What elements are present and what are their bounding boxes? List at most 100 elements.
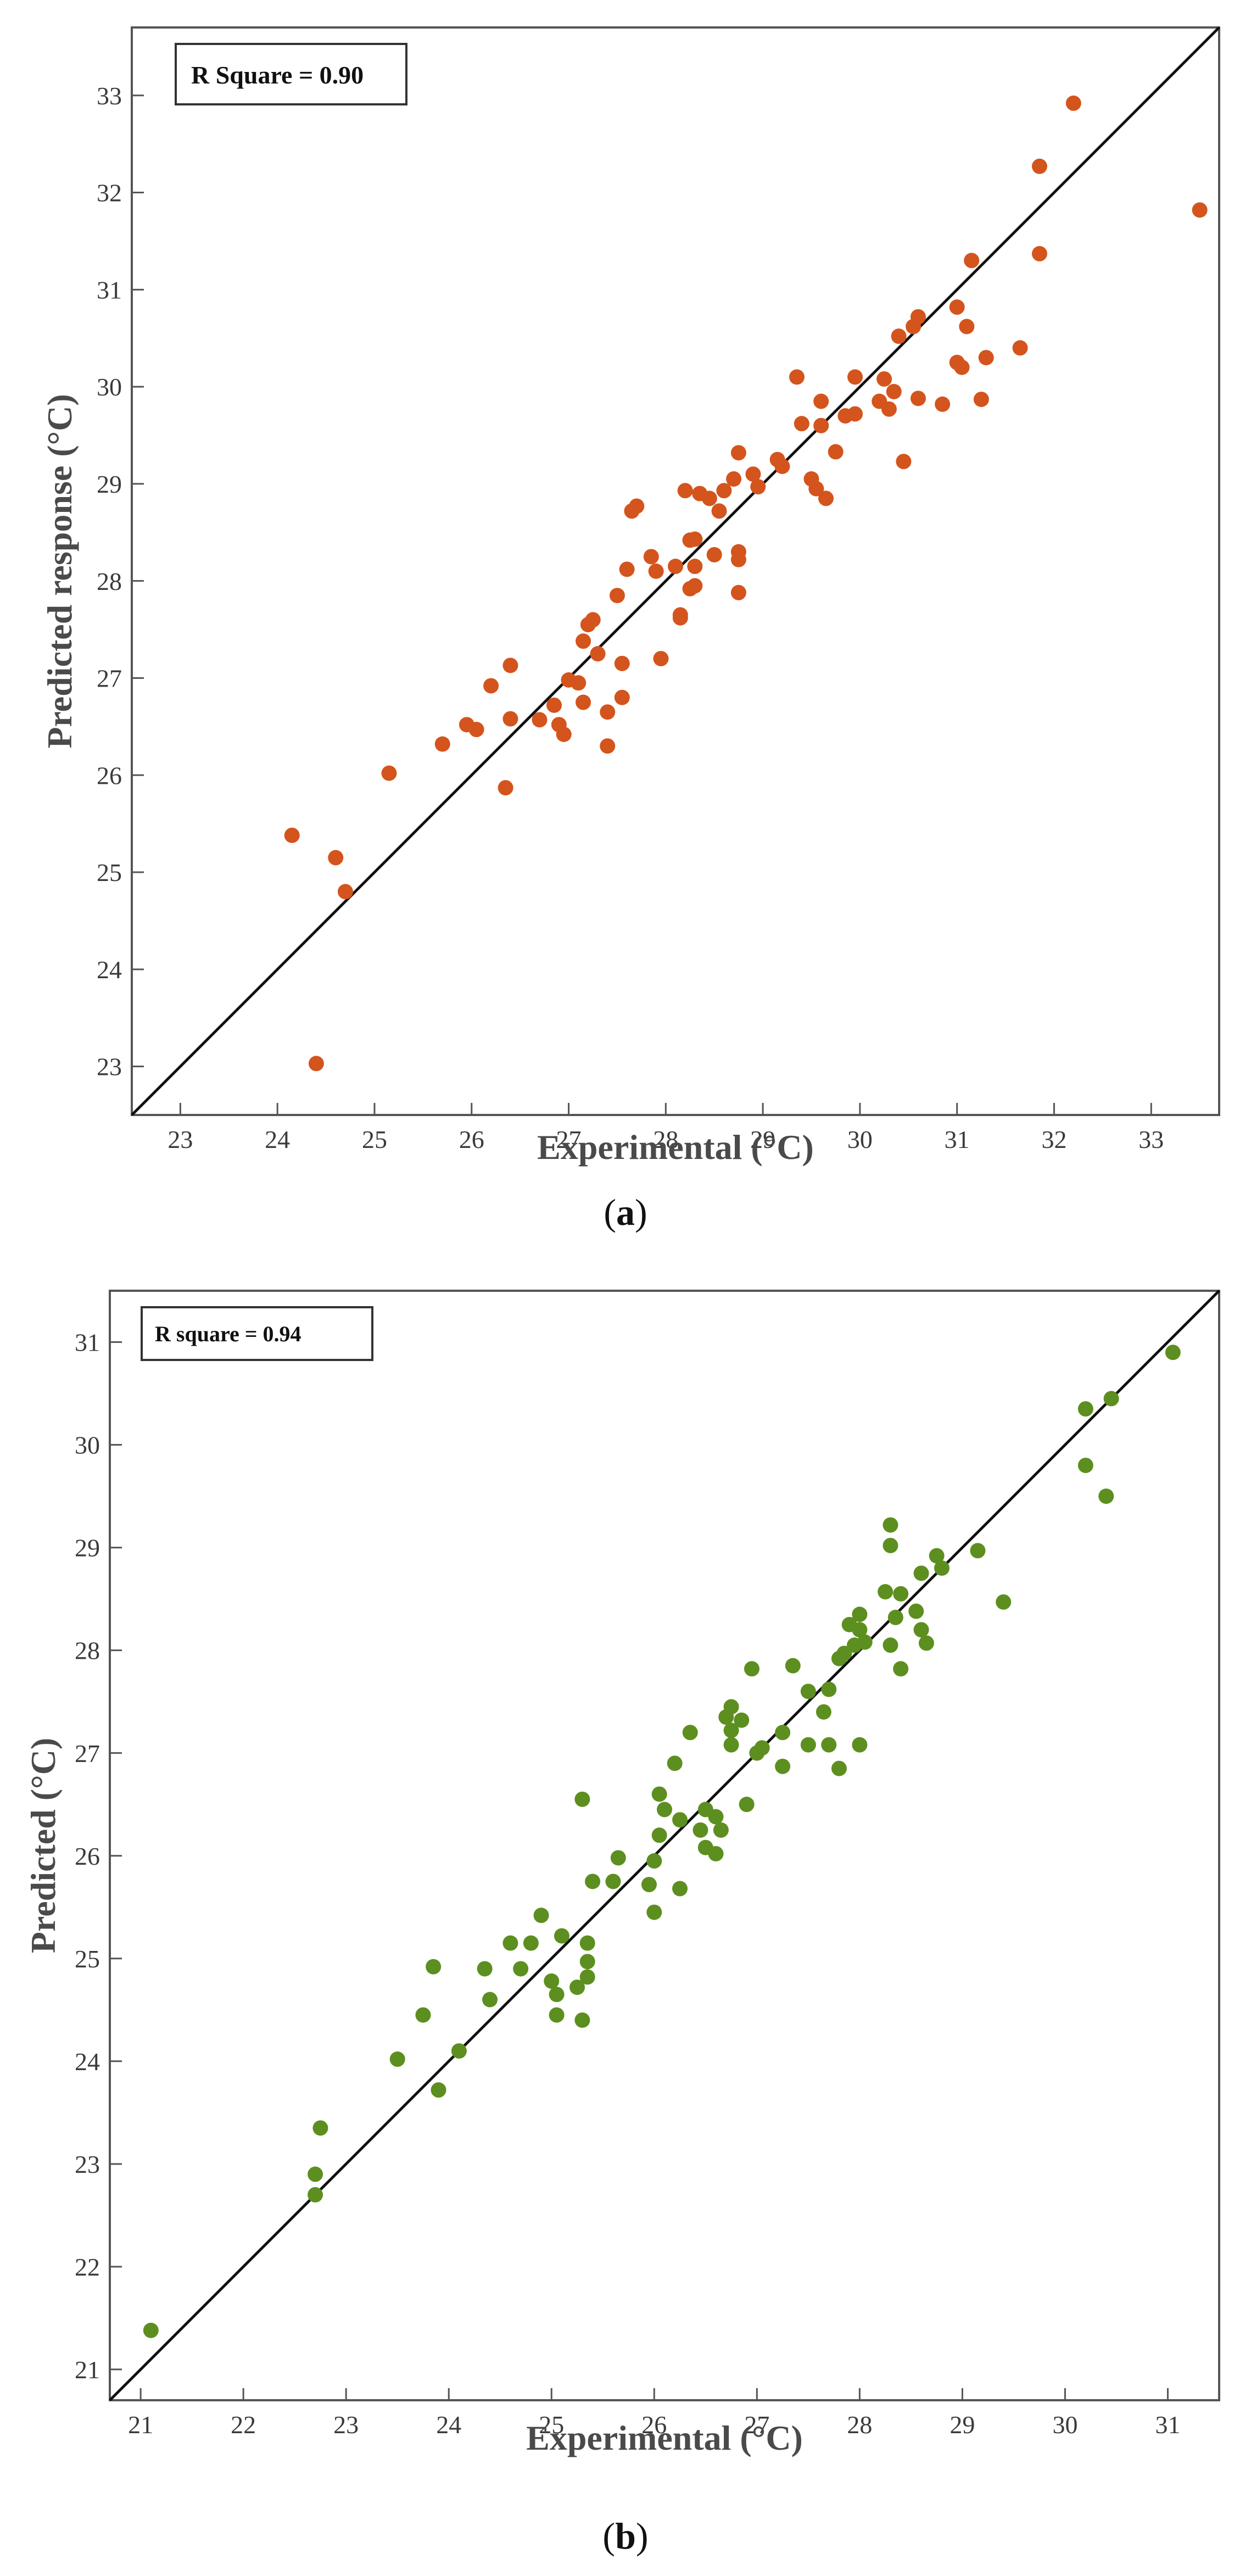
- data-point: [482, 1992, 498, 2008]
- data-point: [477, 1961, 493, 1977]
- data-point: [883, 1517, 898, 1533]
- y-tick-label: 24: [75, 2048, 100, 2076]
- data-point: [513, 1961, 529, 1977]
- data-point: [1165, 1345, 1181, 1361]
- data-point: [653, 651, 669, 667]
- data-point: [687, 578, 703, 594]
- data-point: [887, 1609, 903, 1625]
- y-tick-label: 28: [75, 1637, 100, 1665]
- annotation-a: R Square = 0.90: [191, 61, 364, 89]
- data-point: [672, 1812, 688, 1828]
- data-point: [605, 1874, 621, 1889]
- data-point: [590, 646, 606, 662]
- data-point: [451, 2043, 467, 2059]
- y-tick-label: 27: [97, 665, 122, 693]
- data-point: [308, 2187, 323, 2203]
- data-point: [1031, 158, 1047, 174]
- data-point: [813, 393, 829, 409]
- data-point: [711, 503, 727, 519]
- x-tick-label: 29: [750, 1125, 775, 1153]
- data-point: [468, 722, 484, 738]
- data-point: [574, 1791, 590, 1807]
- data-point: [687, 531, 703, 547]
- data-point: [646, 1853, 662, 1869]
- x-tick-label: 24: [436, 2411, 461, 2439]
- data-point: [533, 1908, 549, 1923]
- data-point: [381, 765, 397, 781]
- y-tick-label: 26: [75, 1842, 100, 1870]
- x-tick-label: 27: [556, 1125, 582, 1153]
- data-point: [708, 1809, 724, 1825]
- y-tick-label: 25: [97, 858, 122, 886]
- data-point: [1077, 1401, 1093, 1417]
- annotation-box-b: [141, 1306, 373, 1361]
- data-point: [730, 445, 746, 461]
- data-point: [651, 1827, 667, 1843]
- data-point: [657, 1802, 672, 1817]
- data-point: [687, 559, 703, 575]
- data-point: [831, 1760, 847, 1776]
- y-tick-label: 22: [75, 2253, 100, 2281]
- panel-letter-b: b: [615, 2515, 636, 2557]
- data-point: [745, 466, 761, 482]
- y-axis-label-a: Predicted response (°C): [40, 394, 79, 748]
- data-point: [579, 1954, 595, 1970]
- data-point: [794, 416, 809, 432]
- data-point: [913, 1622, 929, 1638]
- panel-caption-b: (b): [602, 2515, 648, 2557]
- data-point: [959, 319, 975, 334]
- svg-text:(b): (b): [602, 2515, 648, 2557]
- data-point: [775, 1725, 791, 1741]
- data-point: [532, 712, 548, 728]
- data-point: [896, 454, 912, 470]
- data-point: [730, 551, 746, 567]
- y-tick-label: 32: [97, 179, 122, 207]
- data-point: [750, 479, 766, 495]
- data-point: [672, 1881, 688, 1897]
- data-point: [614, 689, 630, 705]
- data-point: [389, 2051, 405, 2067]
- data-point: [502, 711, 518, 727]
- data-point: [415, 2007, 431, 2023]
- data-point: [571, 675, 587, 691]
- identity-line: [109, 1290, 1220, 2401]
- data-point: [723, 1699, 739, 1715]
- annotation-b: R square = 0.94: [155, 1322, 301, 1346]
- data-point: [821, 1681, 837, 1697]
- data-point: [328, 850, 344, 866]
- data-point: [579, 1969, 595, 1985]
- data-point: [1077, 1457, 1093, 1473]
- x-tick-label: 27: [744, 2411, 769, 2439]
- data-point: [629, 498, 645, 514]
- data-point: [964, 253, 980, 269]
- data-point: [502, 657, 518, 673]
- x-tick-label: 28: [653, 1125, 678, 1153]
- data-point: [585, 612, 601, 628]
- x-tick-label: 25: [362, 1125, 387, 1153]
- x-tick-label: 28: [847, 2411, 872, 2439]
- y-tick-label: 31: [75, 1329, 100, 1357]
- data-point: [1103, 1391, 1119, 1407]
- y-tick-label: 30: [97, 373, 122, 401]
- data-point: [498, 780, 513, 796]
- x-tick-label: 24: [265, 1125, 290, 1153]
- y-tick-label: 21: [75, 2356, 100, 2384]
- data-point: [648, 564, 664, 579]
- data-point: [775, 1758, 791, 1774]
- data-point: [935, 396, 951, 412]
- data-point: [677, 483, 693, 499]
- x-tick-label: 23: [333, 2411, 359, 2439]
- data-point: [574, 2012, 590, 2028]
- y-tick-label: 24: [97, 956, 122, 984]
- y-tick-label: 31: [97, 276, 122, 304]
- data-point: [308, 1056, 324, 1072]
- data-point: [609, 588, 625, 604]
- x-tick-label: 33: [1138, 1125, 1164, 1153]
- data-point: [876, 371, 892, 387]
- data-point: [554, 1928, 569, 1944]
- data-point: [1031, 246, 1047, 261]
- x-tick-label: 23: [167, 1125, 193, 1153]
- data-point: [739, 1797, 755, 1813]
- data-point: [852, 1622, 868, 1638]
